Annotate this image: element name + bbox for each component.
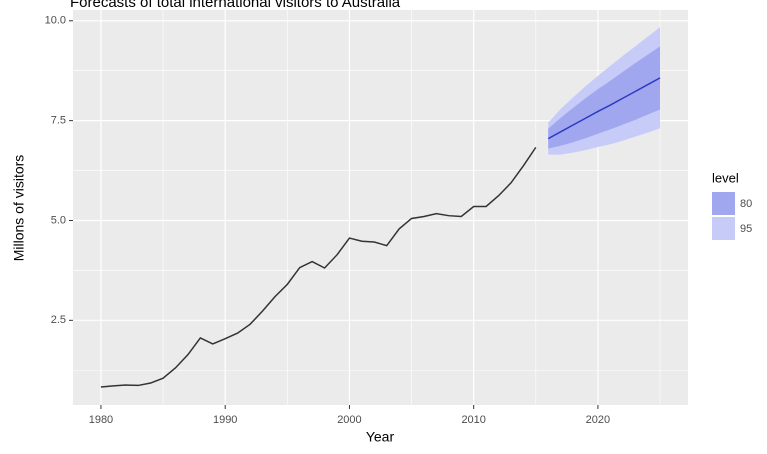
legend-label: 95 <box>740 223 752 235</box>
x-axis-title: Year <box>366 429 395 445</box>
forecast-line <box>547 77 661 140</box>
x-tick-label: 2010 <box>461 414 485 426</box>
legend-key <box>712 192 735 215</box>
legend-key <box>712 217 735 240</box>
legend-title: level <box>712 170 739 185</box>
y-axis-title: Millons of visitors <box>11 155 27 262</box>
y-tick-label: 10.0 <box>45 15 66 27</box>
x-tick-label: 2020 <box>586 414 610 426</box>
y-tick-label: 7.5 <box>51 115 66 127</box>
legend-label: 80 <box>740 198 752 210</box>
history-line <box>100 146 537 388</box>
x-tick-label: 1990 <box>213 414 237 426</box>
x-tick-label: 1980 <box>89 414 113 426</box>
panel <box>73 10 688 405</box>
x-tick-label: 2000 <box>337 414 361 426</box>
chart-title: Forecasts of total international visitor… <box>70 0 401 11</box>
y-tick-label: 5.0 <box>51 214 66 226</box>
y-tick-label: 2.5 <box>51 314 66 326</box>
